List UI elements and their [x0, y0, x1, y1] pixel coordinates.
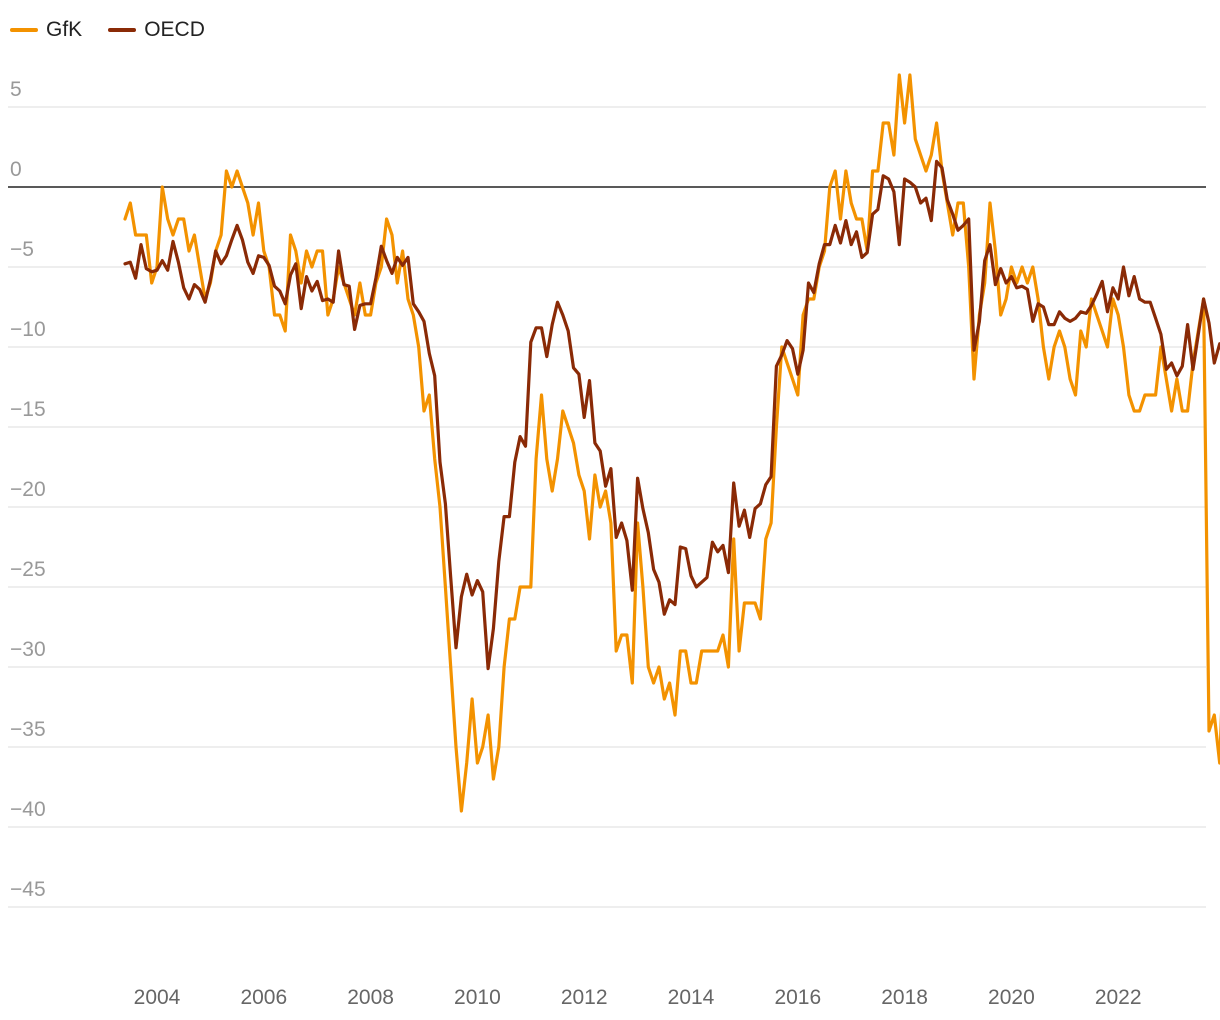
x-tick-label: 2016	[774, 986, 821, 1009]
legend: GfK OECD	[10, 18, 205, 42]
y-tick-label: 5	[10, 78, 22, 101]
y-tick-label: −25	[10, 558, 46, 581]
x-tick-label: 2008	[347, 986, 394, 1009]
x-tick-label: 2004	[134, 986, 181, 1009]
x-tick-label: 2018	[881, 986, 928, 1009]
legend-swatch-gfk	[10, 28, 38, 32]
y-tick-label: 0	[10, 158, 22, 181]
y-tick-label: −10	[10, 318, 46, 341]
x-axis-labels: 2004 2006 2008 2010 2012 2014 2016 2018 2020 2022	[134, 986, 1142, 1009]
series-line-gfk	[123, 73, 1220, 813]
y-tick-label: −35	[10, 718, 46, 741]
x-tick-label: 2022	[1095, 986, 1142, 1009]
y-tick-label: −30	[10, 638, 46, 661]
legend-label-oecd: OECD	[144, 18, 205, 41]
x-tick-label: 2006	[240, 986, 287, 1009]
x-tick-label: 2010	[454, 986, 501, 1009]
x-tick-label: 2014	[668, 986, 715, 1009]
y-tick-label: −40	[10, 798, 46, 821]
y-tick-label: −20	[10, 478, 46, 501]
y-tick-label: −45	[10, 878, 46, 901]
x-tick-label: 2012	[561, 986, 608, 1009]
y-tick-label: −15	[10, 398, 46, 421]
legend-label-gfk: GfK	[46, 18, 83, 41]
legend-item-oecd: OECD	[108, 18, 205, 42]
series-line-oecd	[123, 159, 1220, 671]
y-axis-labels: 5 0 −5 −10 −15 −20 −25 −30 −35 −40 −45	[10, 78, 46, 901]
y-tick-label: −5	[10, 238, 34, 261]
x-tick-label: 2020	[988, 986, 1035, 1009]
grid	[8, 106, 1206, 908]
legend-swatch-oecd	[108, 28, 137, 32]
legend-item-gfk: GfK	[10, 18, 82, 42]
series-lines	[123, 73, 1220, 813]
